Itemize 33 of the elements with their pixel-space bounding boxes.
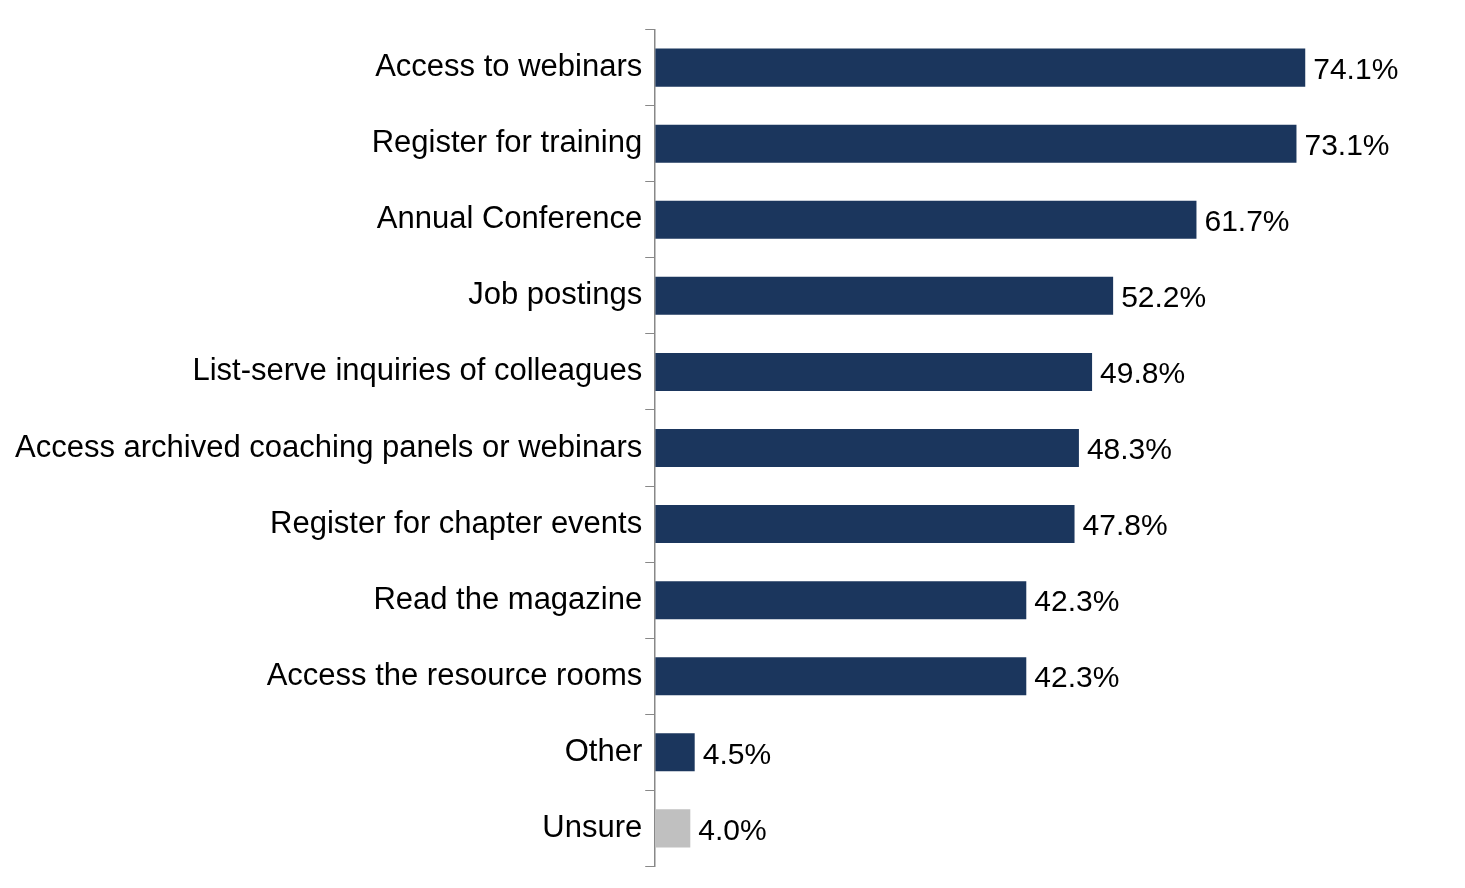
data-label: 47.8% (1082, 508, 1168, 542)
data-label: 61.7% (1204, 204, 1290, 238)
data-label: 52.2% (1121, 280, 1207, 314)
bar (655, 581, 1027, 620)
data-label: 74.1% (1313, 51, 1399, 85)
bar (655, 124, 1297, 163)
y-tick-label: Access to webinars (375, 48, 643, 84)
y-tick-label: Access the resource rooms (266, 656, 643, 692)
y-tick-label: Register for training (371, 124, 643, 160)
data-label: 49.8% (1100, 356, 1186, 390)
data-label: 42.3% (1034, 660, 1120, 694)
y-tick-label: Job postings (468, 276, 643, 312)
bar (655, 733, 695, 772)
bar (655, 657, 1027, 696)
data-label: 73.1% (1304, 127, 1390, 161)
y-tick-label: Access archived coaching panels or webinars (14, 428, 643, 464)
y-tick-label: Unsure (542, 808, 643, 844)
bar (655, 200, 1197, 239)
bar (655, 505, 1075, 544)
bar (655, 352, 1093, 391)
y-tick-label: Other (564, 732, 643, 768)
bar (655, 809, 691, 848)
bar (655, 48, 1306, 87)
data-label: 4.5% (702, 736, 772, 770)
bar (655, 276, 1114, 315)
data-label: 4.0% (698, 812, 767, 846)
y-tick-label: Register for chapter events (270, 504, 643, 540)
y-tick-label: List-serve inquiries of colleagues (192, 352, 643, 388)
data-label: 48.3% (1086, 432, 1172, 466)
y-tick-label: Annual Conference (376, 200, 643, 236)
bar (655, 428, 1079, 468)
data-label: 42.3% (1034, 584, 1120, 618)
y-tick-label: Read the magazine (373, 580, 643, 616)
